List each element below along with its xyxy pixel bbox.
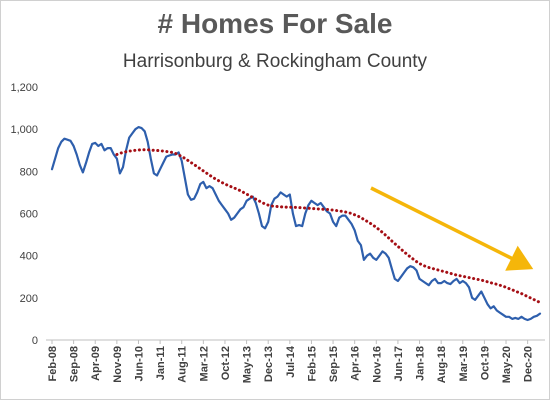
x-tick-label: Mar-19 <box>458 346 470 381</box>
y-tick-label: 200 <box>20 293 38 305</box>
x-tick-label: Dec-13 <box>263 346 275 382</box>
x-tick-label: Sep-08 <box>69 346 81 382</box>
y-tick-label: 1,200 <box>10 82 38 94</box>
x-tick-label: Jan-11 <box>155 346 167 380</box>
x-tick-label: May-20 <box>501 346 513 383</box>
series-line <box>50 126 542 322</box>
x-tick-label: Oct-12 <box>220 346 232 380</box>
y-tick-label: 600 <box>20 209 38 221</box>
chart-title: # Homes For Sale <box>158 8 393 39</box>
x-tick-label: May-13 <box>242 346 254 383</box>
y-tick-label: 400 <box>20 251 38 263</box>
x-tick-label: Oct-19 <box>479 346 491 380</box>
x-tick-label: Jun-10 <box>133 346 145 381</box>
x-tick-label: Jul-14 <box>285 345 297 378</box>
x-tick-label: Nov-09 <box>112 346 124 383</box>
x-tick-label: Nov-16 <box>371 346 383 383</box>
series-line <box>115 148 542 304</box>
x-tick-label: Dec-20 <box>523 346 535 382</box>
x-tick-label: Sep-15 <box>328 346 340 382</box>
x-tick-label: Aug-18 <box>436 346 448 383</box>
x-tick-label: Apr-16 <box>350 346 362 381</box>
y-tick-label: 1,000 <box>10 124 38 136</box>
y-tick-label: 0 <box>32 335 38 347</box>
trend-arrow <box>370 186 534 271</box>
x-tick-label: Apr-09 <box>90 346 102 381</box>
x-tick-label: Jan-18 <box>415 346 427 381</box>
x-tick-label: Aug-11 <box>177 346 189 383</box>
x-tick-label: Jun-17 <box>393 346 405 381</box>
y-tick-label: 800 <box>20 166 38 178</box>
x-tick-label: Feb-15 <box>306 346 318 381</box>
chart-subtitle: Harrisonburg & Rockingham County <box>123 51 428 72</box>
x-tick-label: Mar-12 <box>198 346 210 381</box>
x-tick-label: Feb-08 <box>47 346 59 381</box>
